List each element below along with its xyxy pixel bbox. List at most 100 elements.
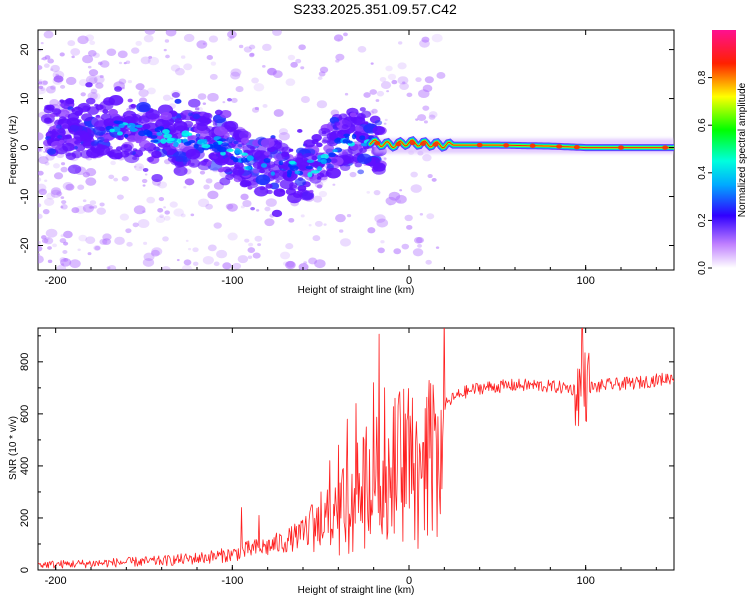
noise-blob [288,217,295,223]
noise-blob [71,55,75,59]
noise-blob [312,235,321,242]
noise-blob [162,236,169,242]
noise-blob [180,213,186,218]
signal-blob [334,121,341,126]
signal-blob [269,182,280,190]
noise-blob [170,97,174,100]
signal-core [347,140,353,144]
signal-blob [86,106,99,115]
noise-blob [357,45,367,53]
noise-blob [43,198,55,206]
signal-blob [259,186,266,191]
top-x-axis: -200 -100 0 100 [45,30,657,287]
signal-core [232,157,239,163]
noise-blob [158,197,165,202]
signal-blob [316,184,323,189]
snr-line [38,328,674,569]
noise-blob [61,162,66,166]
noise-blob [339,229,344,233]
noise-blob [143,34,154,43]
noise-blob [50,189,62,198]
signal-blob [297,129,303,133]
signal-blob [357,169,365,175]
top-x-tick-label: 0 [406,275,412,287]
noise-blob [399,82,409,90]
noise-blob [425,259,432,265]
signal-blob [70,123,84,133]
noise-blob [295,58,302,64]
noise-blob [370,62,374,65]
noise-blob [287,54,296,61]
colorbar-tick-label: 0.8 [697,70,708,84]
noise-blob [127,80,133,84]
noise-blob [121,87,126,90]
noise-blob [402,81,406,84]
noise-blob [247,247,256,253]
noise-blob [38,81,43,85]
noise-blob [227,232,238,241]
signal-core [316,166,323,172]
noise-blob [422,105,430,111]
noise-blob [131,47,140,54]
noise-blob [38,203,42,208]
noise-blob [159,214,164,219]
signal-core [135,124,143,128]
noise-blob [141,178,148,184]
noise-blob [332,183,336,186]
signal-blob [233,128,249,140]
noise-blob [89,40,96,46]
noise-blob [38,245,43,252]
noise-blob [135,40,142,46]
noise-blob [38,213,43,220]
noise-blob [363,92,371,98]
noise-blob [227,37,232,41]
bottom-x-tick-label: -200 [45,575,67,587]
noise-blob [391,79,398,85]
noise-blob [316,100,328,109]
line-knot [556,144,563,149]
signal-core [351,133,357,140]
noise-blob [256,209,260,212]
noise-blob [384,118,388,122]
noise-blob [254,235,263,242]
colorbar-tick-label: 0.0 [697,261,708,275]
noise-blob [207,190,219,200]
noise-blob [426,213,435,220]
noise-blob [49,99,59,107]
noise-blob [108,174,115,180]
noise-blob [156,183,161,187]
noise-blob [164,210,170,215]
noise-blob [262,104,268,108]
noise-blob [38,170,44,176]
signal-blob [359,107,366,112]
signal-blob [357,153,372,165]
signal-blob [59,116,67,122]
noise-blob [88,69,99,77]
top-y-tick-label: 0 [19,144,31,150]
noise-blob [229,35,235,40]
signal-blob [188,98,201,108]
noise-blob [380,81,392,90]
noise-blob [262,43,272,52]
noise-blob [317,76,323,80]
noise-blob [85,34,95,42]
noise-blob [38,132,44,141]
signal-blob [59,103,65,107]
noise-blob [333,34,344,42]
noise-blob [298,44,306,51]
noise-blob [138,97,148,104]
noise-blob [181,264,192,270]
line-knot [395,141,402,147]
noise-blob [87,49,97,57]
signal-blob [142,167,149,172]
signal-blob [43,106,54,114]
signal-blob [173,120,188,131]
noise-blob [249,53,255,58]
line-knot [573,144,580,150]
signal-core [162,129,170,135]
noise-blob [298,263,309,270]
noise-blob [69,259,81,269]
noise-blob [314,259,326,269]
noise-blob [70,48,81,56]
noise-blob [379,76,387,83]
